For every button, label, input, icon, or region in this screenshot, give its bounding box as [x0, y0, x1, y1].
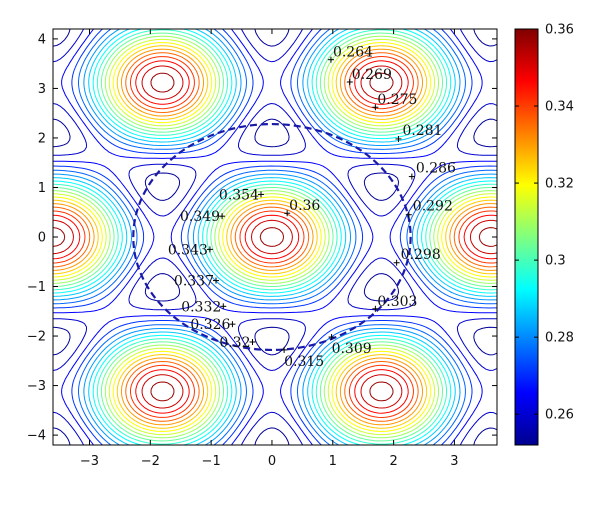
- colorbar-tick-label: 0.36: [545, 23, 574, 38]
- contour-label-text: 0.337: [174, 274, 214, 290]
- y-axis: −4 −3 −2 −1 0 1 2 3 4: [27, 32, 497, 444]
- contour-label-text: 0.264: [333, 45, 373, 61]
- contour-label-text: 0.281: [402, 123, 442, 139]
- contour-label-text: 0.292: [413, 199, 453, 215]
- contour-level: [53, 38, 497, 436]
- contour-level: [53, 29, 497, 445]
- contour-label-text: 0.303: [377, 294, 417, 310]
- contour-label-text: 0.286: [416, 161, 456, 177]
- contour-label: 0.32: [219, 335, 256, 351]
- x-axis: −3 −2 −1 0 1 2 3: [80, 29, 459, 469]
- plot-background: [53, 29, 497, 445]
- contour-label-text: 0.354: [219, 187, 259, 203]
- colorbar-tick-label: 0.26: [545, 408, 574, 423]
- colorbar-tick-label: 0.34: [545, 100, 574, 115]
- x-tick-label: 3: [450, 454, 458, 469]
- contour-label: 0.349: [180, 209, 226, 225]
- contour-label-text: 0.298: [401, 247, 441, 263]
- contour-label-text: 0.332: [181, 299, 221, 315]
- contour-level: [53, 60, 497, 414]
- contour-label: 0.315: [281, 346, 324, 370]
- contour-label: 0.326: [190, 317, 236, 333]
- y-tick-label: 3: [38, 82, 46, 97]
- contour-label: 0.343: [168, 242, 213, 258]
- contour-label: 0.309: [328, 334, 372, 357]
- contour-label: 0.286: [408, 161, 456, 180]
- colorbar-tick-label: 0.28: [545, 331, 574, 346]
- contour-label-text: 0.36: [289, 198, 320, 214]
- colorbar-frame: [514, 28, 539, 446]
- contour-level: [53, 29, 497, 445]
- y-tick-label: 1: [38, 181, 46, 196]
- y-tick-label: −2: [27, 330, 46, 345]
- contour-level: [53, 29, 497, 445]
- contour-level: [53, 29, 497, 445]
- x-tick-label: −1: [202, 454, 221, 469]
- contour-label: 0.337: [174, 274, 220, 290]
- contour-level: [53, 29, 497, 445]
- contour-label: 0.292: [405, 199, 453, 218]
- contour-level: [53, 65, 497, 409]
- contour-lines: [53, 29, 497, 445]
- contour-label: 0.303: [372, 294, 417, 312]
- x-tick-label: −3: [80, 454, 99, 469]
- contour-label: 0.275: [372, 92, 417, 111]
- contour-level: [53, 42, 497, 432]
- x-tick-label: 1: [329, 454, 337, 469]
- contour-level: [53, 29, 497, 445]
- contour-level: [53, 29, 497, 445]
- colorbar-axis: 0.26 0.28 0.3 0.32 0.34 0.36: [515, 23, 574, 423]
- contour-level: [53, 56, 497, 418]
- contour-level: [53, 52, 497, 422]
- contour-label: 0.281: [395, 123, 443, 142]
- contour-label-text: 0.349: [180, 209, 220, 225]
- contour-level: [53, 29, 497, 445]
- contour-label: 0.332: [181, 299, 227, 315]
- contour-level: [53, 72, 497, 402]
- colorbar-tick-label: 0.32: [545, 177, 574, 192]
- x-tick-label: 2: [389, 454, 397, 469]
- x-tick-label: −2: [141, 454, 160, 469]
- contour-level: [53, 48, 497, 426]
- contour-level: [53, 32, 497, 442]
- contour-label-text: 0.315: [284, 354, 324, 370]
- y-tick-label: −1: [27, 280, 46, 295]
- colorbar-tick-label: 0.3: [545, 254, 566, 269]
- contour-label: 0.264: [327, 45, 373, 63]
- y-tick-label: 4: [38, 32, 46, 47]
- contour-level: [53, 29, 497, 445]
- y-tick-label: 0: [38, 231, 46, 246]
- contour-level: [53, 35, 497, 439]
- contour-label-text: 0.343: [168, 242, 208, 258]
- contour-label: 0.269: [346, 67, 392, 85]
- dashed-circle-layer: [132, 122, 412, 352]
- y-tick-label: −3: [27, 379, 46, 394]
- x-tick-label: 0: [268, 454, 276, 469]
- y-tick-label: 2: [38, 131, 46, 146]
- dashed-circle: [132, 122, 412, 352]
- contour-label-text: 0.309: [332, 341, 372, 357]
- contour-label-text: 0.32: [219, 335, 250, 351]
- contour-label: 0.354: [219, 187, 265, 203]
- contour-label: 0.298: [393, 247, 441, 266]
- contour-label-text: 0.275: [377, 92, 417, 108]
- contour-level: [53, 45, 497, 429]
- contour-label-text: 0.326: [190, 317, 230, 333]
- contour-label-text: 0.269: [352, 67, 392, 83]
- y-tick-label: −4: [27, 429, 46, 444]
- contour-annotations: 0.264 0.269 0.275 0.281 0.286 0.292 0.298 0.303…: [168, 45, 456, 370]
- colorbar: [515, 29, 538, 445]
- contour-label: 0.36: [284, 198, 320, 217]
